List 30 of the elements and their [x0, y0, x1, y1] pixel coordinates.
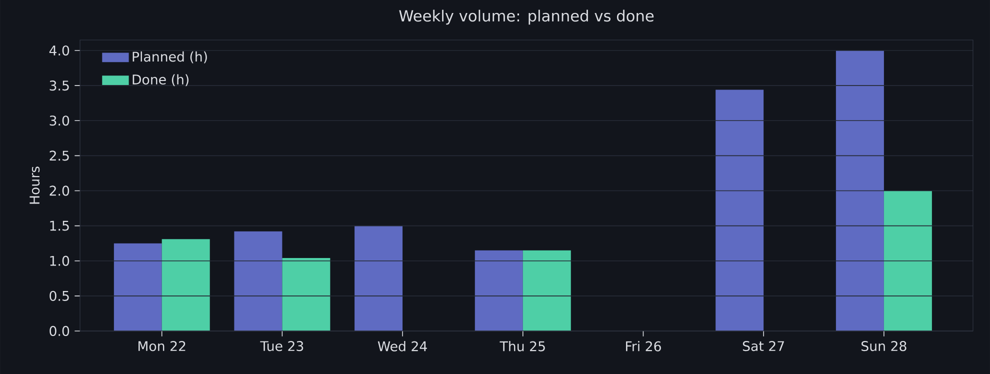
legend-label: Done (h) [132, 74, 188, 86]
y-tick-label: 3.5 [50, 80, 69, 91]
x-tick-label: Thu 25 [500, 341, 545, 352]
bar [162, 239, 210, 331]
bar [282, 258, 330, 331]
x-tick-label: Fri 26 [626, 341, 661, 352]
y-tick-label: 1.5 [50, 220, 69, 231]
x-tick-label: Tue 23 [260, 341, 304, 352]
bar [716, 90, 764, 331]
y-tick-label: 2.0 [50, 186, 70, 196]
x-tick-label: Mon 22 [138, 341, 186, 352]
y-tick-label: 0.5 [50, 290, 69, 301]
y-tick-label: 4.0 [49, 45, 70, 56]
y-axis-title: Hours [30, 166, 40, 204]
bar [522, 250, 571, 331]
y-tick-label: 0.0 [50, 326, 70, 336]
bar [354, 226, 403, 331]
y-tick-label: 1.0 [50, 256, 70, 266]
bar [884, 190, 932, 331]
bar [234, 231, 282, 331]
x-tick-label: Sun 28 [862, 341, 906, 352]
chart-title: Weekly volume: planned vs done [399, 10, 654, 25]
x-tick-label: Wed 24 [378, 341, 427, 352]
x-tick-label: Sat 27 [742, 341, 784, 352]
legend-label: Planned (h) [132, 51, 207, 64]
bar [114, 243, 162, 331]
y-tick-label: 3.0 [50, 116, 70, 126]
y-tick-label: 2.5 [50, 150, 69, 161]
bar [474, 250, 523, 331]
bar [836, 50, 884, 331]
